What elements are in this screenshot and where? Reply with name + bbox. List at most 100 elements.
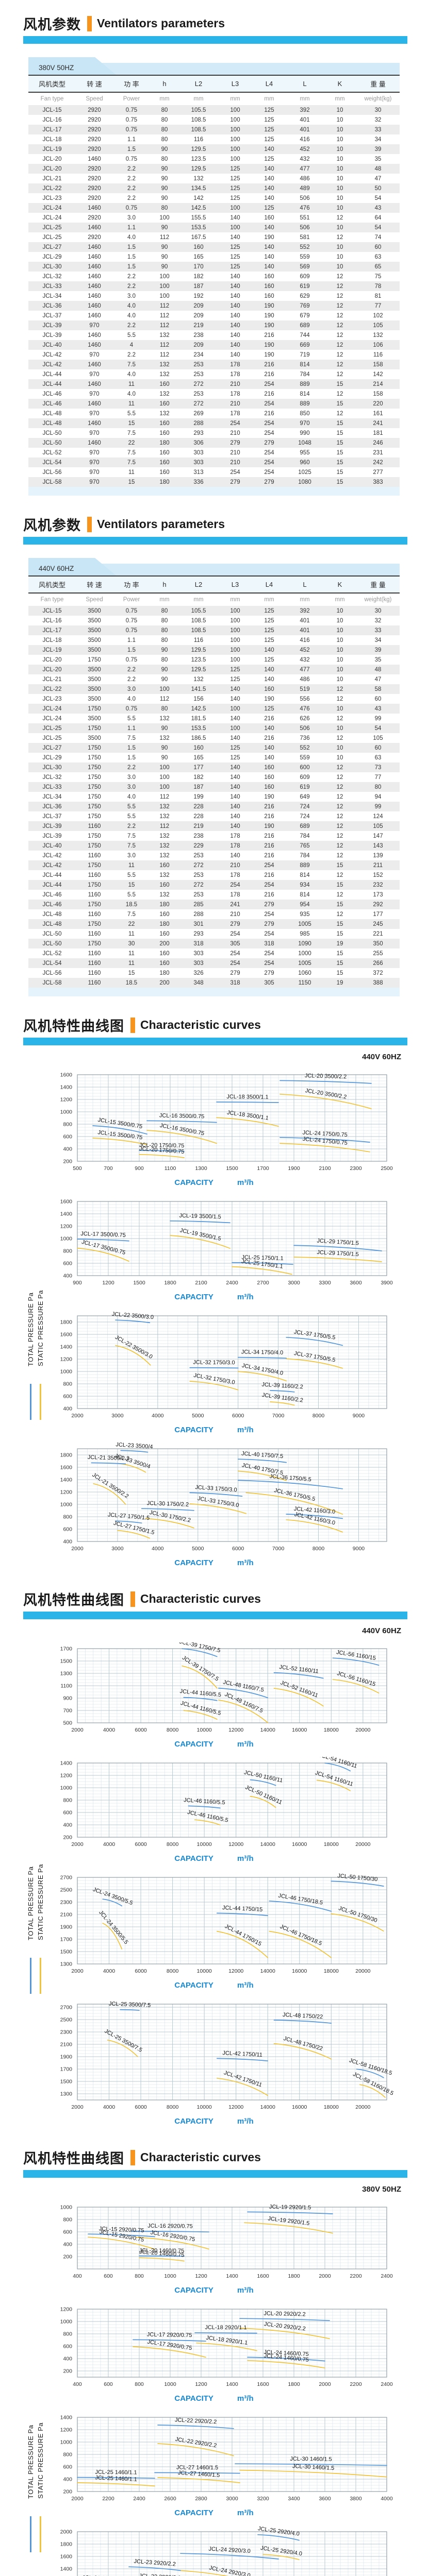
table-cell: 15 <box>336 950 343 957</box>
y-tick-label: 1000 <box>60 1502 73 1508</box>
table-cell: 10 <box>336 676 343 683</box>
table-cell: 432 <box>300 156 310 162</box>
table-cell: 12 <box>336 371 343 378</box>
table-cell: 54 <box>374 195 382 201</box>
table-cell: JCL-36 <box>42 803 62 810</box>
static-pressure-curve <box>115 1345 151 1366</box>
table-cell: 519 <box>300 686 310 692</box>
capacity-unit: m³/h <box>237 1178 254 1187</box>
table-cell: 108.5 <box>191 116 206 123</box>
table-cell: 112 <box>159 312 170 319</box>
x-tick-label: 18000 <box>324 2104 339 2110</box>
curves-section-3: 风机特性曲线图 Characteristic curves 380V 50HZ … <box>0 2134 428 2576</box>
y-tick-label: 1800 <box>60 1319 73 1326</box>
characteristic-curve-chart-0-3: 400 600 800 1000 1200 1400 1600 1800 2000 3000 400… <box>60 1442 387 1552</box>
table-cell: 132 <box>159 833 170 839</box>
y-tick-label: 1200 <box>60 1097 73 1103</box>
table-cell: 140 <box>264 263 274 270</box>
column-header-cn: L3 <box>218 577 252 594</box>
table-cell: 12 <box>336 764 343 771</box>
x-tick-label: 14000 <box>260 2104 275 2110</box>
table-cell: 2.2 <box>127 351 136 358</box>
table-cell: 1750 <box>88 754 101 761</box>
table-cell: 609 <box>300 774 310 781</box>
table-cell: 2920 <box>88 165 101 172</box>
table-cell: 12 <box>336 322 343 329</box>
x-tick-label: 12000 <box>228 1841 243 1848</box>
capacity-unit: m³/h <box>237 1854 254 1863</box>
table-cell: 506 <box>300 195 310 201</box>
table-cell: 2920 <box>88 116 101 123</box>
table-cell: 100 <box>230 607 240 614</box>
y-tick-label: 1400 <box>60 1760 73 1767</box>
table-row: JCL-16 3500 0.75 80 108.5 100 125 401 10 32 <box>28 616 400 625</box>
x-tick-label: 900 <box>73 1280 82 1286</box>
table-cell: 4.0 <box>127 371 136 378</box>
table-cell: 10 <box>336 156 343 162</box>
x-tick-label: 4000 <box>103 2104 116 2110</box>
table-cell: 4.0 <box>127 234 136 241</box>
table-cell: 33 <box>374 126 382 133</box>
table-cell: 2920 <box>88 175 101 182</box>
table-cell: JCL-48 <box>42 410 62 417</box>
column-header-cn: 功 率 <box>113 76 150 93</box>
curve-label: JCL-25 3500/7.5 <box>109 2001 151 2008</box>
table-cell: 293 <box>193 430 204 436</box>
table-row: JCL-22 2920 2.2 90 134.5 125 140 489 10 50 <box>28 183 400 193</box>
table-cell: 10 <box>336 195 343 201</box>
table-cell: 1005 <box>298 921 311 927</box>
table-cell: 392 <box>300 607 310 614</box>
table-cell: 10 <box>336 666 343 673</box>
table-row: JCL-18 3500 1.1 80 116 100 125 416 10 34 <box>28 635 400 645</box>
total-pressure-curve <box>218 1687 269 1699</box>
table-cell: 814 <box>300 391 310 397</box>
chart-block: 1300 1500 1700 1900 2100 2300 2500 2700 2000 4000… <box>0 1871 428 1990</box>
static-pressure-curve <box>157 2443 234 2456</box>
table-cell: 10 <box>336 627 343 634</box>
table-cell: 1.5 <box>127 253 136 260</box>
total-pressure-curve <box>216 1912 269 1917</box>
y-tick-label: 200 <box>63 2489 72 2495</box>
curve-label: JCL-37 1750/5.5 <box>293 1329 336 1341</box>
table-cell: 744 <box>300 332 310 338</box>
table-cell: 43 <box>374 705 382 712</box>
table-row: JCL-25 1750 1.1 90 153.5 100 140 506 10 54 <box>28 723 400 733</box>
table-cell: 187 <box>193 784 204 790</box>
table-cell: 2920 <box>88 146 101 152</box>
y-tick-label: 400 <box>63 1406 72 1412</box>
table-cell: 34 <box>374 637 382 643</box>
pressure-axis-legend: TOTAL PRESSURE Pa STATIC PRESSURE Pa <box>27 1864 44 1994</box>
static-pressure-curve <box>293 1257 382 1262</box>
table-cell: 4.0 <box>127 302 136 309</box>
x-tick-label: 600 <box>104 2381 113 2387</box>
table-cell: 78 <box>374 283 382 290</box>
column-header-en: mm <box>230 597 240 603</box>
table-cell: 12 <box>336 312 343 319</box>
table-cell: 3.0 <box>127 214 136 221</box>
curve-label: JCL-21 3500/2.2 <box>88 1454 130 1462</box>
table-cell: 649 <box>300 793 310 800</box>
table-cell: 253 <box>193 361 204 368</box>
y-tick-label: 1000 <box>60 2319 73 2325</box>
static-pressure-curve <box>239 2469 387 2478</box>
table-cell: 0.75 <box>125 156 138 162</box>
table-cell: 2920 <box>88 195 101 201</box>
x-tick-label: 2000 <box>71 2104 84 2110</box>
x-tick-label: 3600 <box>319 2496 331 2502</box>
x-tick-label: 800 <box>135 2273 144 2279</box>
table-cell: 3500 <box>88 696 101 702</box>
y-tick-label: 1600 <box>60 1465 73 1471</box>
table-cell: 178 <box>230 361 240 368</box>
table-cell: 506 <box>300 725 310 732</box>
curve-label: JCL-16 3500/0.75 <box>159 1112 205 1120</box>
table-cell: 167.5 <box>191 234 206 241</box>
table-cell: 12 <box>336 833 343 839</box>
static-pressure-axis-label: STATIC PRESSURE Pa <box>37 1290 44 1366</box>
table-cell: 11 <box>128 950 135 957</box>
table-cell: 216 <box>264 833 274 839</box>
table-cell: 679 <box>300 312 310 319</box>
table-cell: 238 <box>193 833 204 839</box>
table-cell: 160 <box>193 244 204 250</box>
table-cell: 889 <box>300 400 310 407</box>
static-pressure-curve <box>194 1819 221 1826</box>
